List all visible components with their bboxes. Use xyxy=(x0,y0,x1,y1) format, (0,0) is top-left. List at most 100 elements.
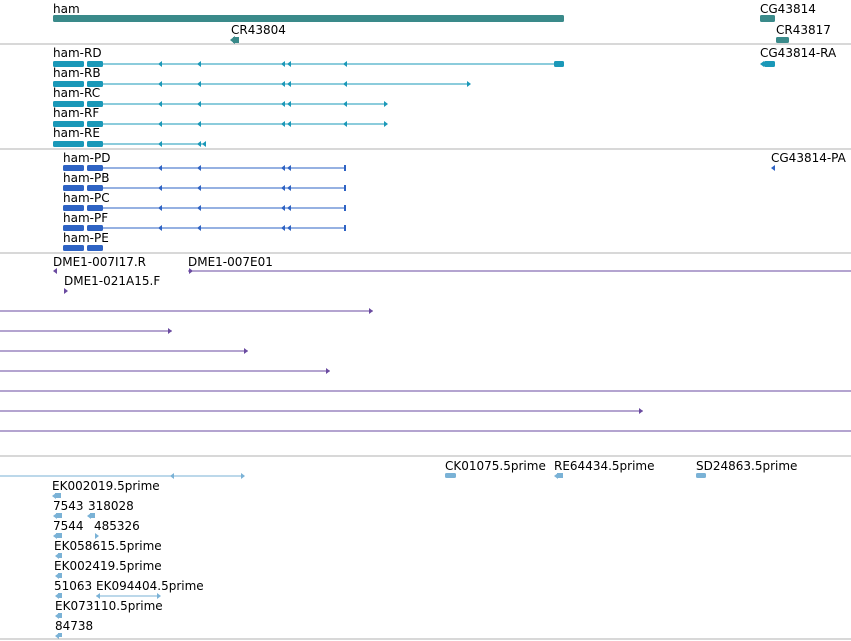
est-label-ek094404[interactable]: EK094404.5prime xyxy=(96,579,204,593)
transcript-ham-rd-arrow[interactable] xyxy=(287,61,291,67)
translation-ham-pc-end[interactable] xyxy=(344,205,346,211)
transcript-ham-re-arrow[interactable] xyxy=(202,141,206,147)
transcript-label-ham-rb[interactable]: ham-RB xyxy=(53,66,101,80)
cdna-alignment-end-5[interactable] xyxy=(639,408,643,414)
est-label-7544[interactable]: 7544 xyxy=(53,519,84,533)
transcript-ham-rc-arrow[interactable] xyxy=(343,101,347,107)
translation-label-ham-pf[interactable]: ham-PF xyxy=(63,211,109,225)
cdna-dme1-021a15-f[interactable] xyxy=(64,288,68,294)
transcript-ham-rd-arrow[interactable] xyxy=(158,61,162,67)
translation-ham-pc-cds-1[interactable] xyxy=(63,205,84,211)
translation-ham-pf-arrow[interactable] xyxy=(197,225,201,231)
translation-ham-pf-cds-1[interactable] xyxy=(63,225,84,231)
translation-label-ham-pb[interactable]: ham-PB xyxy=(63,171,110,185)
transcript-ham-rf-exon-2[interactable] xyxy=(87,121,103,127)
transcript-ham-rc-arrow[interactable] xyxy=(281,101,285,107)
est-label-ek073110[interactable]: EK073110.5prime xyxy=(55,599,163,613)
translation-ham-pd-arrow[interactable] xyxy=(197,165,201,171)
translation-ham-pb-arrow[interactable] xyxy=(197,185,201,191)
translation-ham-pb-cds-1[interactable] xyxy=(63,185,84,191)
cdna-alignment-end-1[interactable] xyxy=(168,328,172,334)
transcript-ham-rb-arrow[interactable] xyxy=(158,81,162,87)
cdna-dme1-007i17-r[interactable] xyxy=(53,268,57,274)
gene-label-cr43804[interactable]: CR43804 xyxy=(231,23,286,37)
transcript-ham-re-arrow[interactable] xyxy=(158,141,162,147)
translation-ham-pf-arrow[interactable] xyxy=(281,225,285,231)
translation-ham-pe-cds-1[interactable] xyxy=(63,245,84,251)
gene-feature-ham[interactable] xyxy=(53,15,564,22)
transcript-ham-rd-exon-last[interactable] xyxy=(554,61,564,67)
transcript-ham-rc-arrow[interactable] xyxy=(287,101,291,107)
transcript-label-ham-rd[interactable]: ham-RD xyxy=(53,46,102,60)
transcript-ham-re-arrow[interactable] xyxy=(197,141,201,147)
translation-ham-pd-arrow[interactable] xyxy=(158,165,162,171)
transcript-label-ham-rf[interactable]: ham-RF xyxy=(53,106,100,120)
translation-ham-pb-arrow[interactable] xyxy=(287,185,291,191)
transcript-ham-rf-arrow[interactable] xyxy=(287,121,291,127)
est-485326[interactable] xyxy=(95,533,99,539)
est-label-84738[interactable]: 84738 xyxy=(55,619,94,633)
translation-ham-pc-arrow[interactable] xyxy=(158,205,162,211)
est-label-51063[interactable]: 51063 xyxy=(54,579,93,593)
translation-label-ham-pe[interactable]: ham-PE xyxy=(63,231,109,245)
est-51063-body[interactable] xyxy=(58,593,62,598)
translation-label-cg43814-pa[interactable]: CG43814-PA xyxy=(771,151,846,165)
est-re64434-body[interactable] xyxy=(557,473,563,478)
translation-label-ham-pc[interactable]: ham-PC xyxy=(63,191,110,205)
est-label-ck01075[interactable]: CK01075.5prime xyxy=(445,459,546,473)
est-long-end[interactable] xyxy=(241,473,245,479)
est-318028-body[interactable] xyxy=(90,513,95,518)
transcript-ham-rd-exon-2[interactable] xyxy=(87,61,103,67)
transcript-ham-rc-arrow[interactable] xyxy=(197,101,201,107)
transcript-ham-rb-exon-1[interactable] xyxy=(53,81,84,87)
transcript-ham-rf-arrow[interactable] xyxy=(343,121,347,127)
transcript-ham-rd-arrow[interactable] xyxy=(197,61,201,67)
translation-ham-pb-arrow[interactable] xyxy=(158,185,162,191)
translation-ham-pc-arrow[interactable] xyxy=(287,205,291,211)
transcript-ham-re-exon-1[interactable] xyxy=(53,141,84,147)
est-label-ek058615[interactable]: EK058615.5prime xyxy=(54,539,162,553)
gene-label-cg43814[interactable]: CG43814 xyxy=(760,2,816,16)
transcript-ham-rc-exon-1[interactable] xyxy=(53,101,84,107)
est-7543-body[interactable] xyxy=(56,513,62,518)
est-label-318028[interactable]: 318028 xyxy=(88,499,134,513)
cdna-dme1-007e01-arrow[interactable] xyxy=(189,268,193,274)
est-sd24863[interactable] xyxy=(696,473,706,478)
gene-feature-cg43814[interactable] xyxy=(760,15,775,22)
translation-ham-pb-arrow[interactable] xyxy=(281,185,285,191)
est-label-485326[interactable]: 485326 xyxy=(94,519,140,533)
transcript-ham-rd-arrow[interactable] xyxy=(343,61,347,67)
gene-label-ham[interactable]: ham xyxy=(53,2,80,16)
translation-cg43814-pa[interactable] xyxy=(771,165,775,171)
transcript-ham-rc-arrow[interactable] xyxy=(158,101,162,107)
transcript-ham-rb-arrow[interactable] xyxy=(281,81,285,87)
translation-ham-pc-arrow[interactable] xyxy=(197,205,201,211)
transcript-label-cg43814-ra[interactable]: CG43814-RA xyxy=(760,46,837,60)
transcript-ham-rf-end[interactable] xyxy=(384,121,388,127)
cdna-alignment-end-2[interactable] xyxy=(244,348,248,354)
cdna-alignment-end-3[interactable] xyxy=(326,368,330,374)
translation-ham-pc-arrow[interactable] xyxy=(281,205,285,211)
est-label-sd24863[interactable]: SD24863.5prime xyxy=(696,459,798,473)
translation-ham-pd-end[interactable] xyxy=(344,165,346,171)
gene-label-cr43817[interactable]: CR43817 xyxy=(776,23,831,37)
cdna-label-dme1-021a15-f[interactable]: DME1-021A15.F xyxy=(64,274,161,288)
est-long-arrow[interactable] xyxy=(170,473,174,479)
ncrna-feature-cr43804-body[interactable] xyxy=(233,37,239,43)
translation-ham-pb-cds-2[interactable] xyxy=(87,185,103,191)
transcript-ham-rd-exon-1[interactable] xyxy=(53,61,84,67)
cdna-label-dme1-007i17-r[interactable]: DME1-007I17.R xyxy=(53,255,147,269)
transcript-ham-rb-exon-2[interactable] xyxy=(87,81,103,87)
est-label-ek002019[interactable]: EK002019.5prime xyxy=(52,479,160,493)
translation-ham-pf-end[interactable] xyxy=(344,225,346,231)
translation-ham-pd-cds-2[interactable] xyxy=(87,165,103,171)
transcript-ham-rf-arrow[interactable] xyxy=(281,121,285,127)
transcript-ham-rf-exon-1[interactable] xyxy=(53,121,84,127)
cdna-label-dme1-007e01[interactable]: DME1-007E01 xyxy=(188,255,273,269)
cdna-alignment-end-0[interactable] xyxy=(369,308,373,314)
est-ek058615-body[interactable] xyxy=(58,553,62,558)
translation-ham-pd-arrow[interactable] xyxy=(287,165,291,171)
transcript-ham-rb-arrow[interactable] xyxy=(197,81,201,87)
translation-ham-pf-arrow[interactable] xyxy=(158,225,162,231)
translation-label-ham-pd[interactable]: ham-PD xyxy=(63,151,111,165)
